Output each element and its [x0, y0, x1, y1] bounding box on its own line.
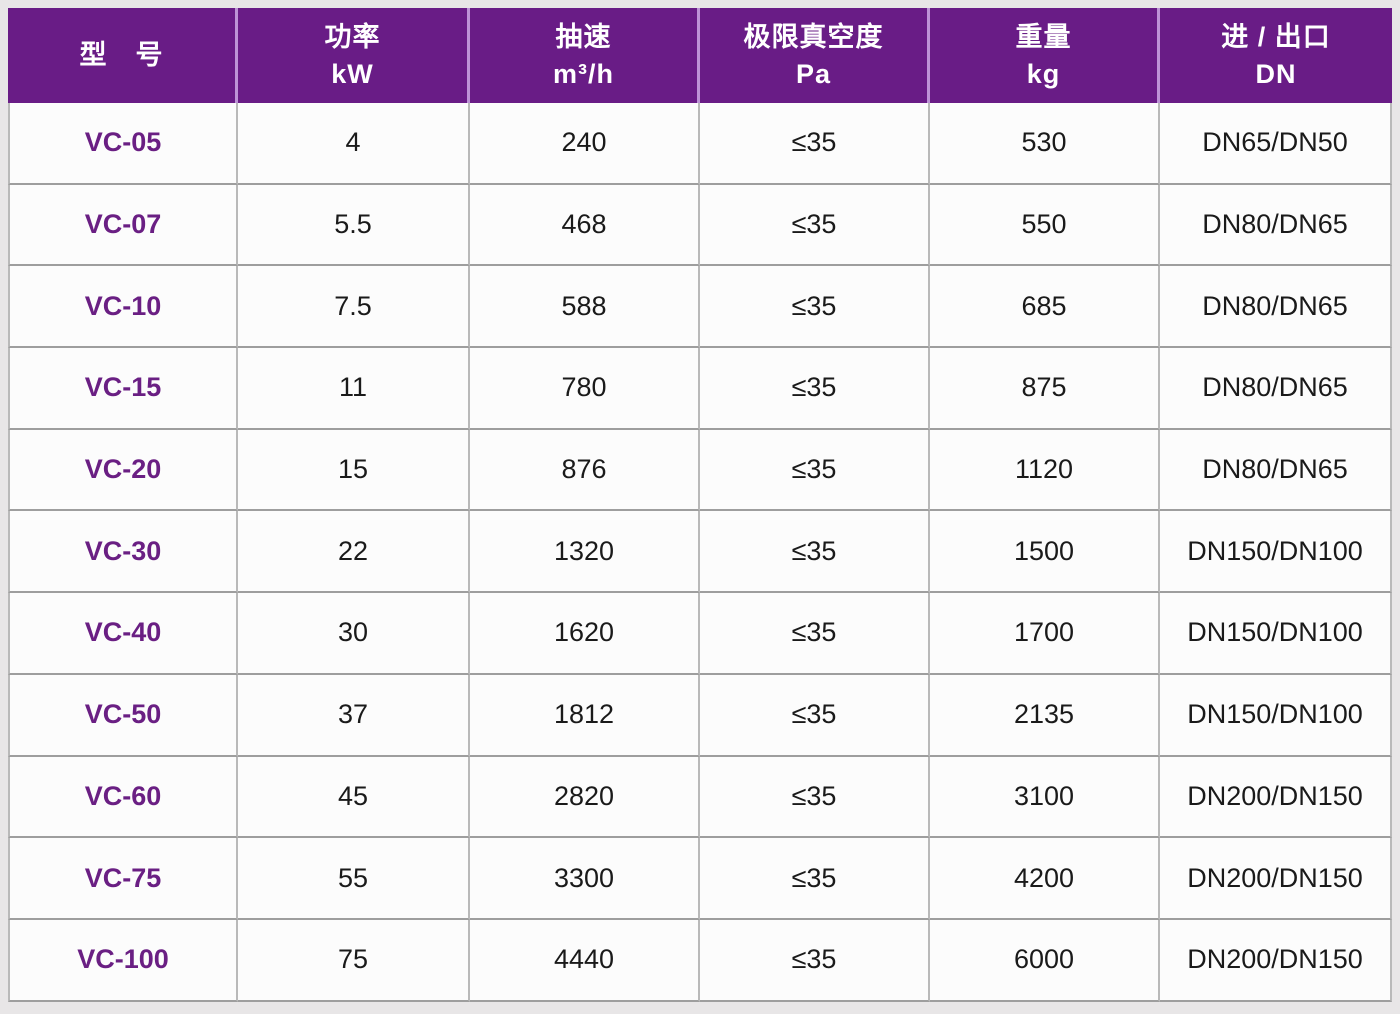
- value-cell: 875: [930, 348, 1160, 430]
- header-cell: 型 号: [8, 8, 238, 103]
- value-cell: 468: [470, 184, 700, 267]
- value-cell: 550: [930, 184, 1160, 267]
- value-cell: DN150/DN100: [1160, 511, 1392, 594]
- header-unit: kg: [1026, 58, 1061, 89]
- header-unit: DN: [1255, 58, 1297, 89]
- header-unit: Pa: [795, 58, 832, 89]
- header-unit: kW: [331, 58, 374, 89]
- value-cell: 7.5: [238, 266, 470, 349]
- value-cell: ≤35: [700, 511, 930, 594]
- value-cell: 11: [238, 348, 470, 430]
- value-cell: DN80/DN65: [1160, 348, 1392, 430]
- model-cell: VC-100: [8, 919, 238, 1002]
- value-cell: 1500: [930, 511, 1160, 594]
- value-cell: ≤35: [700, 103, 930, 185]
- model-cell: VC-40: [8, 593, 238, 675]
- header-cell: 功率 kW: [238, 8, 470, 103]
- value-cell: 22: [238, 511, 470, 594]
- header-cell: 进 / 出口 DN: [1160, 8, 1392, 103]
- value-cell: 1700: [930, 593, 1160, 675]
- value-cell: ≤35: [700, 266, 930, 349]
- value-cell: DN200/DN150: [1160, 838, 1392, 920]
- value-cell: 780: [470, 348, 700, 430]
- value-cell: ≤35: [700, 184, 930, 267]
- value-cell: 588: [470, 266, 700, 349]
- value-cell: ≤35: [700, 348, 930, 430]
- value-cell: 3300: [470, 838, 700, 920]
- value-cell: 30: [238, 593, 470, 675]
- value-cell: 685: [930, 266, 1160, 349]
- header-title: 型 号: [79, 40, 164, 70]
- value-cell: ≤35: [700, 838, 930, 920]
- header-cell: 重量 kg: [930, 8, 1160, 103]
- value-cell: 530: [930, 103, 1160, 185]
- value-cell: DN200/DN150: [1160, 756, 1392, 839]
- value-cell: DN65/DN50: [1160, 103, 1392, 185]
- value-cell: 4200: [930, 838, 1160, 920]
- value-cell: ≤35: [700, 756, 930, 839]
- model-cell: VC-60: [8, 756, 238, 839]
- value-cell: 15: [238, 429, 470, 512]
- model-cell: VC-75: [8, 838, 238, 920]
- model-cell: VC-05: [8, 103, 238, 185]
- model-cell: VC-07: [8, 184, 238, 267]
- value-cell: 75: [238, 919, 470, 1002]
- value-cell: DN80/DN65: [1160, 184, 1392, 267]
- header-title: 抽速: [555, 21, 612, 52]
- value-cell: 6000: [930, 919, 1160, 1002]
- value-cell: 240: [470, 103, 700, 185]
- model-cell: VC-20: [8, 429, 238, 512]
- value-cell: 37: [238, 674, 470, 757]
- value-cell: 1620: [470, 593, 700, 675]
- value-cell: ≤35: [700, 593, 930, 675]
- value-cell: 1320: [470, 511, 700, 594]
- header-title: 进 / 出口: [1221, 21, 1331, 52]
- value-cell: DN80/DN65: [1160, 266, 1392, 349]
- value-cell: 45: [238, 756, 470, 839]
- value-cell: 1812: [470, 674, 700, 757]
- value-cell: 3100: [930, 756, 1160, 839]
- model-cell: VC-50: [8, 674, 238, 757]
- value-cell: ≤35: [700, 429, 930, 512]
- value-cell: 876: [470, 429, 700, 512]
- value-cell: 4440: [470, 919, 700, 1002]
- value-cell: ≤35: [700, 674, 930, 757]
- model-cell: VC-30: [8, 511, 238, 594]
- value-cell: 2135: [930, 674, 1160, 757]
- value-cell: DN200/DN150: [1160, 919, 1392, 1002]
- value-cell: ≤35: [700, 919, 930, 1002]
- value-cell: 5.5: [238, 184, 470, 267]
- value-cell: DN150/DN100: [1160, 593, 1392, 675]
- spec-table: 型 号功率 kW 抽速 m³/h 极限真空度 Pa 重量 kg 进 / 出口 DN VC-05 4 2…: [8, 8, 1392, 1002]
- model-cell: VC-15: [8, 348, 238, 430]
- value-cell: 4: [238, 103, 470, 185]
- header-cell: 极限真空度 Pa: [700, 8, 930, 103]
- header-title: 极限真空度: [743, 21, 884, 52]
- value-cell: DN150/DN100: [1160, 674, 1392, 757]
- value-cell: 1120: [930, 429, 1160, 512]
- value-cell: 55: [238, 838, 470, 920]
- header-title: 重量: [1015, 21, 1072, 52]
- value-cell: 2820: [470, 756, 700, 839]
- value-cell: DN80/DN65: [1160, 429, 1392, 512]
- header-unit: m³/h: [553, 58, 614, 89]
- model-cell: VC-10: [8, 266, 238, 349]
- header-title: 功率: [324, 21, 381, 52]
- header-cell: 抽速 m³/h: [470, 8, 700, 103]
